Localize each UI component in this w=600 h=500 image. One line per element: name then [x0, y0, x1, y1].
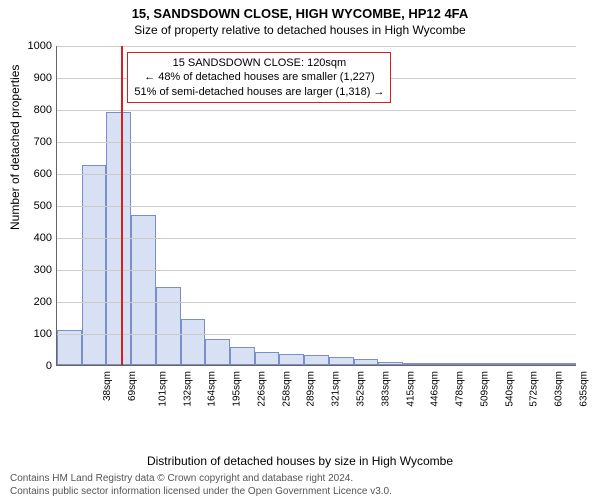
page-title: 15, SANDSDOWN CLOSE, HIGH WYCOMBE, HP12 …	[0, 6, 600, 21]
x-tick: 415sqm	[405, 371, 416, 407]
y-tick: 800	[12, 104, 52, 116]
x-tick: 635sqm	[578, 371, 589, 407]
annotation-line1: 15 SANDSDOWN CLOSE: 120sqm	[134, 56, 384, 70]
page-subtitle: Size of property relative to detached ho…	[0, 23, 600, 37]
bar	[502, 363, 527, 365]
x-tick: 258sqm	[281, 371, 292, 407]
bar	[156, 287, 181, 365]
bar	[279, 354, 304, 365]
y-tick: 700	[12, 136, 52, 148]
bar	[551, 363, 576, 365]
bar	[255, 352, 280, 365]
bar	[477, 363, 502, 365]
bar	[453, 363, 478, 365]
y-tick: 0	[12, 360, 52, 372]
footer-line1: Contains HM Land Registry data © Crown c…	[10, 473, 590, 486]
y-tick: 100	[12, 328, 52, 340]
bar	[82, 165, 107, 365]
marker-line	[121, 46, 123, 365]
bar	[230, 347, 255, 365]
x-tick: 101sqm	[157, 371, 168, 407]
x-tick: 509sqm	[479, 371, 490, 407]
chart-area: 15 SANDSDOWN CLOSE: 120sqm ← 48% of deta…	[56, 46, 576, 416]
x-tick: 603sqm	[554, 371, 565, 407]
x-tick: 572sqm	[529, 371, 540, 407]
x-tick: 132sqm	[182, 371, 193, 407]
x-tick: 446sqm	[430, 371, 441, 407]
bar	[403, 363, 428, 365]
y-tick: 600	[12, 168, 52, 180]
x-tick: 226sqm	[257, 371, 268, 407]
y-tick: 1000	[12, 40, 52, 52]
footer: Contains HM Land Registry data © Crown c…	[10, 473, 590, 498]
footer-line2: Contains public sector information licen…	[10, 486, 590, 499]
y-tick: 900	[12, 72, 52, 84]
x-tick: 69sqm	[127, 371, 138, 401]
bar	[428, 363, 453, 365]
bar	[378, 362, 403, 365]
y-tick: 300	[12, 264, 52, 276]
x-tick: 38sqm	[102, 371, 113, 401]
y-tick: 400	[12, 232, 52, 244]
bar	[57, 330, 82, 365]
bar	[181, 319, 206, 365]
annotation-line2: ← 48% of detached houses are smaller (1,…	[134, 70, 384, 84]
bar	[527, 363, 552, 365]
x-tick: 352sqm	[356, 371, 367, 407]
x-tick: 478sqm	[455, 371, 466, 407]
bar	[304, 355, 329, 365]
y-tick: 500	[12, 200, 52, 212]
x-axis-label: Distribution of detached houses by size …	[0, 454, 600, 468]
x-tick: 289sqm	[306, 371, 317, 407]
x-tick: 195sqm	[232, 371, 243, 407]
plot-region: 15 SANDSDOWN CLOSE: 120sqm ← 48% of deta…	[56, 46, 576, 366]
x-tick: 321sqm	[331, 371, 342, 407]
x-tick: 540sqm	[504, 371, 515, 407]
bar	[329, 357, 354, 365]
x-tick: 164sqm	[207, 371, 218, 407]
annotation-line3: 51% of semi-detached houses are larger (…	[134, 85, 384, 99]
annotation-box: 15 SANDSDOWN CLOSE: 120sqm ← 48% of deta…	[127, 52, 391, 103]
bar	[354, 359, 379, 365]
y-tick: 200	[12, 296, 52, 308]
bar	[205, 339, 230, 365]
x-tick: 383sqm	[380, 371, 391, 407]
